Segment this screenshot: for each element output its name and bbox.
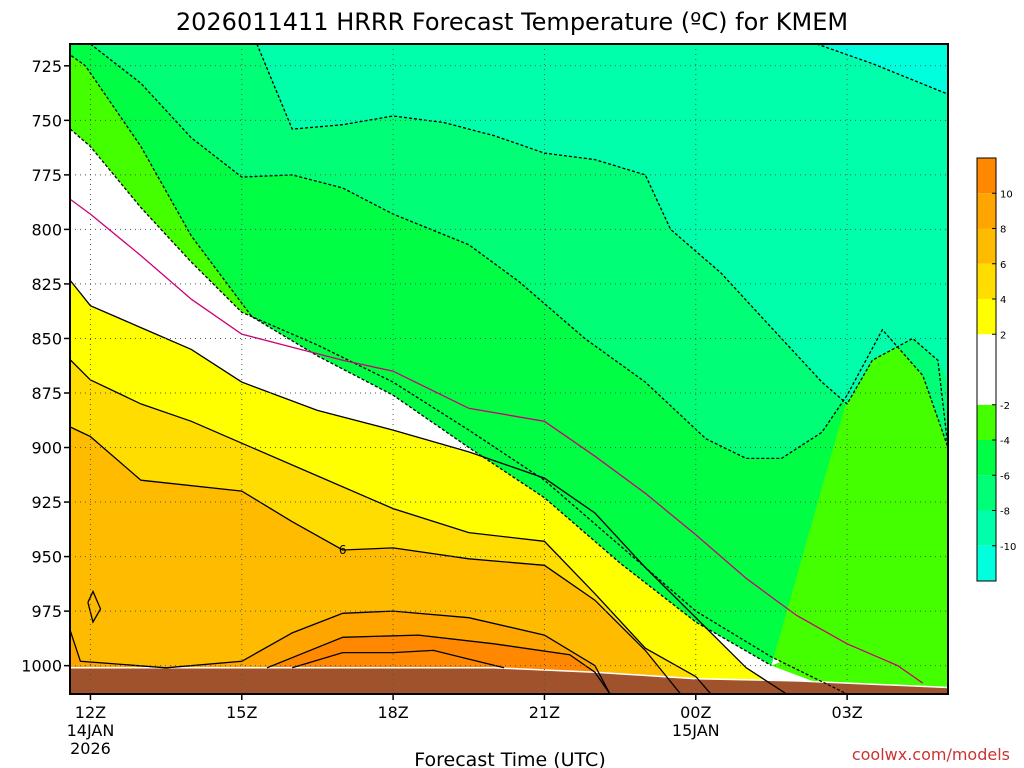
isotherm-minus2 (70, 127, 848, 694)
colorbar-label-7: 6 (1000, 260, 1006, 271)
colorbar-swatch-7 (977, 299, 996, 335)
colorbar-swatch-1 (977, 510, 996, 546)
x-tick-label-12Z: 12Z (75, 703, 106, 722)
isotherm-8 (70, 610, 611, 694)
colorbar-swatch-4 (977, 404, 996, 440)
y-tick-label-900: 900 (31, 439, 62, 458)
y-tick-label-925: 925 (31, 493, 62, 512)
colorbar-label-8: 8 (1000, 225, 1006, 236)
isotherm-minus4 (70, 53, 772, 667)
colorbar-label-2: -6 (1000, 471, 1010, 482)
x-tick-label-03Z: 03Z (831, 703, 862, 722)
credit-text: coolwx.com/models (852, 745, 1010, 764)
colorbar-swatch-8 (977, 263, 996, 299)
plot-frame (69, 43, 949, 695)
y-tick-label-825: 825 (31, 275, 62, 294)
y-tick-label-850: 850 (31, 329, 62, 348)
isotherm-12 (292, 649, 505, 669)
colorbar-label-0: -10 (1000, 542, 1016, 553)
isotherm-4 (70, 358, 712, 694)
y-tick-label-875: 875 (31, 384, 62, 403)
colorbar-swatch-2 (977, 475, 996, 511)
colorbar-swatch-10 (977, 193, 996, 229)
plot-fills: 6 (70, 44, 948, 694)
colorbar-swatch-11 (977, 158, 996, 194)
band-minus10-minus8 (256, 44, 948, 404)
isotherm-10 (266, 634, 611, 694)
colorbar-label-4: -2 (1000, 401, 1010, 412)
isotherm-label-0: 6 (339, 543, 347, 557)
x-tick-label-00Z: 00Z (680, 703, 711, 722)
band-minus12-minus10 (816, 44, 948, 95)
x-tick-year-12Z: 2026 (70, 739, 111, 758)
isotherm-6 (70, 426, 682, 694)
colorbar: -10 -8 -6 -4 -2 2 4 6 8 10 (976, 157, 1016, 582)
isotherm-minus8 (256, 44, 948, 448)
colorbar-label-5: 2 (1000, 330, 1006, 341)
x-tick-label-15Z: 15Z (226, 703, 257, 722)
colorbar-frame (976, 157, 997, 582)
isotherm-minus6 (90, 44, 948, 460)
y-tick-label-975: 975 (31, 602, 62, 621)
isotherm-0 (70, 198, 924, 684)
colorbar-label-9: 10 (1000, 189, 1013, 200)
colorbar-swatch-9 (977, 228, 996, 264)
plot-area: 6 (69, 43, 949, 695)
ground-fill (70, 667, 948, 694)
colorbar-label-3: -4 (1000, 436, 1010, 447)
colorbar-swatch-3 (977, 440, 996, 476)
isotherm-8-closed (87, 589, 102, 624)
x-axis-label: Forecast Time (UTC) (414, 749, 605, 768)
y-tick-label-1000: 1000 (21, 657, 62, 676)
y-axis: 725 750 775 800 825 850 875 900 925 950 975 1000 (21, 57, 70, 676)
colorbar-label-1: -8 (1000, 507, 1010, 518)
colorbar-label-6: 4 (1000, 295, 1006, 306)
x-tick-label-21Z: 21Z (529, 703, 560, 722)
grid (70, 44, 948, 694)
colorbar-swatch-6 (977, 334, 996, 370)
y-tick-label-725: 725 (31, 57, 62, 76)
y-tick-label-775: 775 (31, 166, 62, 185)
isotherm-2 (70, 279, 787, 694)
y-tick-label-800: 800 (31, 220, 62, 239)
y-tick-label-750: 750 (31, 111, 62, 130)
x-tick-date-00Z: 15JAN (672, 721, 720, 740)
colorbar-swatch-0 (977, 545, 996, 581)
y-tick-label-950: 950 (31, 548, 62, 567)
chart-title: 2026011411 HRRR Forecast Temperature (ºC… (176, 8, 848, 36)
colorbar-swatch-5 (977, 369, 996, 405)
x-tick-date-12Z: 14JAN (67, 721, 115, 740)
x-tick-label-18Z: 18Z (377, 703, 408, 722)
